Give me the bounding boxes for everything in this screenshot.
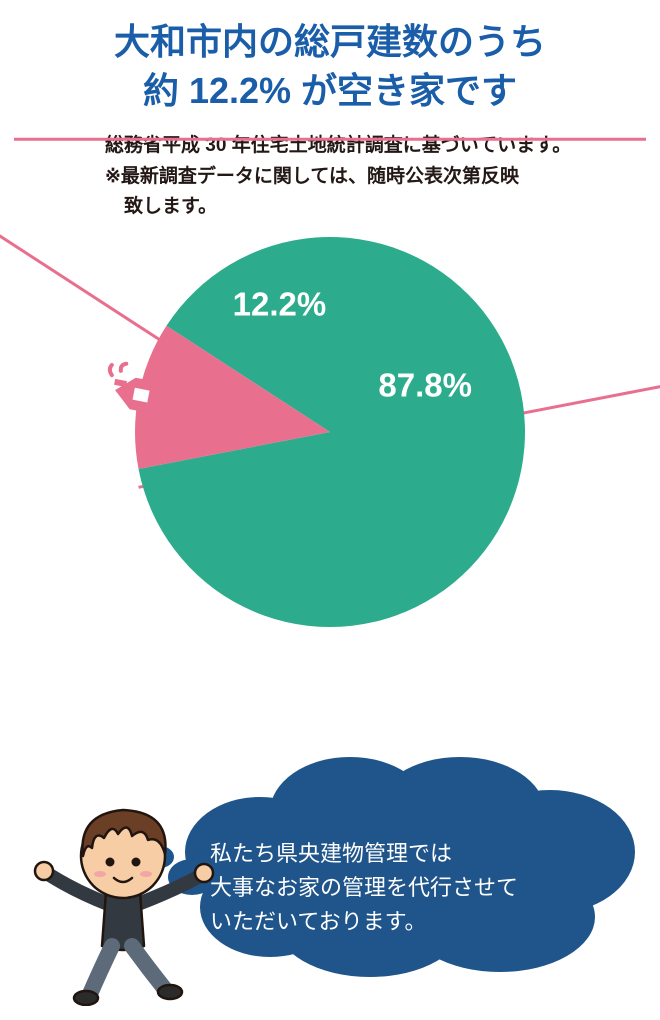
title-line-2: 約 12.2% が空き家です: [0, 67, 660, 116]
bubble-line-3: いただいております。: [210, 909, 426, 934]
footnote-line-3: 致します。: [105, 196, 217, 217]
vacancy-pie-chart: 87.8% 12.2%: [130, 232, 530, 632]
page-title: 大和市内の総戸建数のうち 約 12.2% が空き家です: [0, 18, 660, 115]
footnote-line-2: ※最新調査データに関しては、随時公表次第反映: [105, 166, 519, 187]
pie-label: 87.8%: [378, 367, 472, 404]
pie-label: 12.2%: [233, 286, 327, 323]
bottom-section: 私たち県央建物管理では 大事なお家の管理を代行させて いただいております。: [0, 742, 660, 1002]
character-illustration: [20, 796, 220, 1011]
pie-svg: 87.8% 12.2%: [130, 232, 530, 632]
bubble-line-1: 私たち県央建物管理では: [210, 841, 452, 866]
footnote-text: 総務省平成 30 年住宅土地統計調査に基づいています。 ※最新調査データに関して…: [105, 131, 590, 222]
title-line-1: 大和市内の総戸建数のうち: [0, 18, 660, 67]
bubble-line-2: 大事なお家の管理を代行させて: [210, 875, 518, 900]
bubble-text: 私たち県央建物管理では 大事なお家の管理を代行させて いただいております。: [210, 837, 630, 939]
character-svg: [20, 796, 220, 1006]
footnote-line-1: 総務省平成 30 年住宅土地統計調査に基づいています。: [105, 135, 571, 156]
